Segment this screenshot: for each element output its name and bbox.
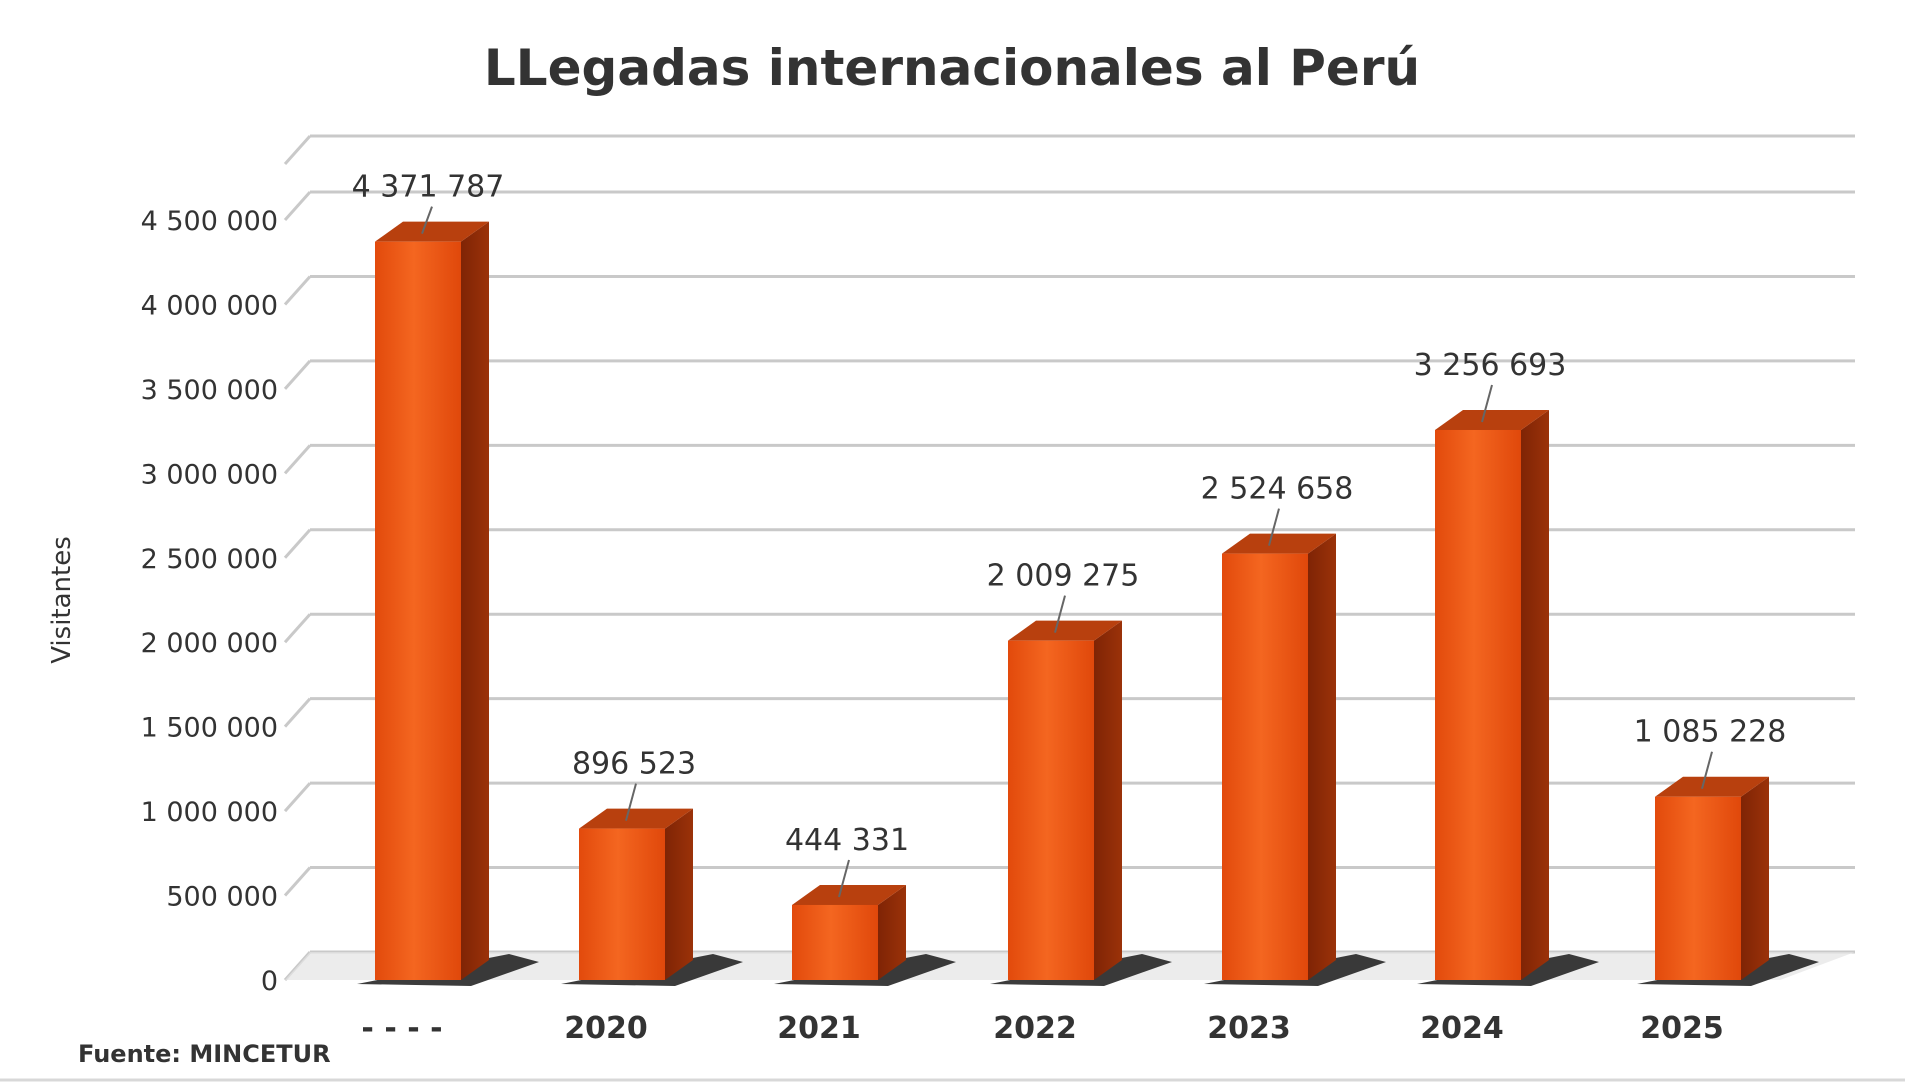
y-tick-label: 500 000 xyxy=(166,882,278,913)
category-label: 2023 xyxy=(1207,1011,1291,1046)
y-tick-label: 1 500 000 xyxy=(141,713,278,744)
bar-side xyxy=(1094,620,1122,980)
leader-line xyxy=(1481,384,1493,423)
category-label: 2025 xyxy=(1640,1011,1724,1046)
y-tick-label: 3 500 000 xyxy=(141,375,278,406)
bar-top xyxy=(1008,620,1122,641)
bar-side xyxy=(1741,776,1769,980)
category-label: - - - - xyxy=(361,1011,442,1046)
gridline-diagonal xyxy=(283,697,312,728)
bar-side xyxy=(878,884,906,980)
gridline-diagonal xyxy=(283,613,312,644)
y-axis-ticks: 0 500 000 1 000 000 1 500 000 2 000 000 2 500… xyxy=(141,206,278,997)
bar-front xyxy=(1008,640,1094,980)
y-tick-label: 4 000 000 xyxy=(141,290,278,321)
chart-title: LLegadas internacionales al Perú xyxy=(484,39,1420,97)
bar-side xyxy=(1308,533,1336,980)
bar-top xyxy=(792,884,906,905)
bar xyxy=(357,221,539,986)
bar-front xyxy=(1222,553,1308,980)
category-label: 2021 xyxy=(777,1011,861,1046)
data-label: 2 009 275 xyxy=(987,559,1140,594)
y-axis-title: Visitantes xyxy=(47,536,77,664)
leader-line xyxy=(1268,508,1280,546)
data-labels: 4 371 787 896 523 444 331 2 009 275 2 524 65… xyxy=(352,170,1787,898)
data-label: 4 371 787 xyxy=(352,170,505,205)
leader-line xyxy=(1054,595,1066,633)
bar xyxy=(1417,409,1599,986)
bar-front xyxy=(1435,429,1521,981)
y-tick-label: 1 000 000 xyxy=(141,797,278,828)
bar xyxy=(990,620,1172,986)
y-tick-label: 2 500 000 xyxy=(141,544,278,575)
y-tick-label: 0 xyxy=(261,966,278,997)
gridline-diagonal xyxy=(283,444,312,475)
bar-top xyxy=(1435,409,1549,430)
bar xyxy=(1204,533,1386,986)
gridline-diagonal xyxy=(283,275,312,306)
bar-front xyxy=(375,241,461,980)
leader-line xyxy=(838,859,850,898)
source-note: Fuente: MINCETUR xyxy=(78,1040,331,1068)
leader-line xyxy=(1701,751,1713,789)
category-label: 2024 xyxy=(1420,1011,1504,1046)
bar-side xyxy=(1521,409,1549,981)
bar-top xyxy=(579,808,693,829)
bars xyxy=(357,221,1819,986)
bar-top xyxy=(1655,776,1769,797)
gridline-diagonal xyxy=(283,359,312,390)
leader-line xyxy=(421,206,433,235)
bar-side xyxy=(665,808,693,980)
gridline-diagonal xyxy=(283,866,312,897)
bar xyxy=(1637,776,1819,986)
category-label: 2022 xyxy=(993,1011,1077,1046)
data-label: 444 331 xyxy=(785,823,909,858)
y-tick-label: 4 500 000 xyxy=(141,206,278,237)
gridline-diagonal xyxy=(283,528,312,559)
bar-top xyxy=(1222,533,1336,554)
data-label: 3 256 693 xyxy=(1414,348,1567,383)
bar-front xyxy=(579,828,665,980)
x-axis-categories: - - - - 2020 2021 2022 2023 2024 2025 xyxy=(361,1011,1723,1046)
category-label: 2020 xyxy=(564,1011,648,1046)
bar-side xyxy=(461,221,489,980)
y-tick-label: 2 000 000 xyxy=(141,628,278,659)
bar-front xyxy=(1655,796,1741,980)
bar-front xyxy=(792,904,878,980)
gridline-diagonal xyxy=(283,782,312,813)
bar-top xyxy=(375,221,489,242)
data-label: 2 524 658 xyxy=(1201,472,1354,507)
gridline-diagonal xyxy=(283,191,312,221)
data-label: 1 085 228 xyxy=(1634,715,1787,750)
data-label: 896 523 xyxy=(572,747,696,782)
gridline-diagonal xyxy=(283,135,312,165)
bar xyxy=(561,808,743,986)
bar xyxy=(774,884,956,986)
leader-line xyxy=(625,783,637,821)
y-tick-label: 3 000 000 xyxy=(141,459,278,490)
